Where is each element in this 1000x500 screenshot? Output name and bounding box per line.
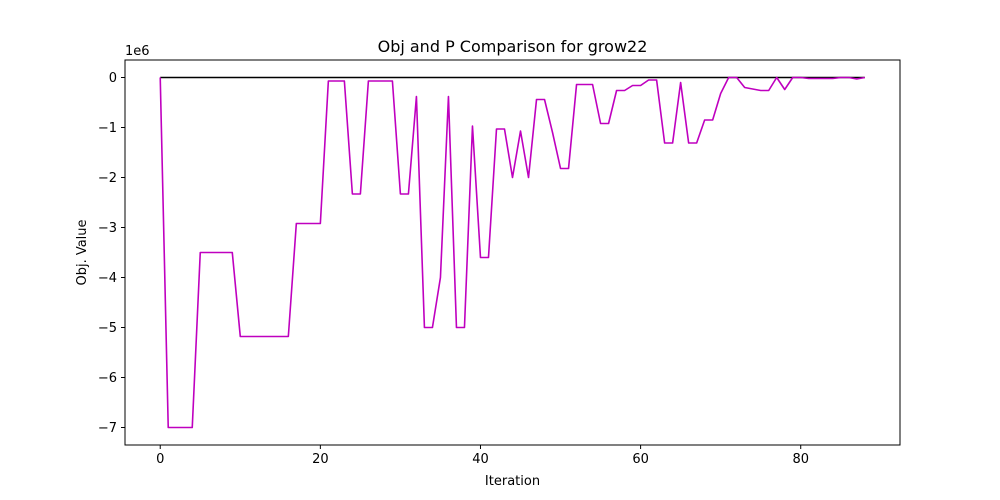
y-tick-label: 0 [109, 71, 117, 86]
x-axis-label: Iteration [485, 474, 540, 489]
x-tick-label: 20 [312, 452, 329, 467]
y-tick-label: −2 [98, 171, 117, 186]
x-tick-label: 80 [792, 452, 809, 467]
y-axis: 0 −1 −2 −3 −4 −5 −6 −7 [98, 71, 125, 436]
y-tick-label: −5 [98, 321, 117, 336]
x-tick-label: 0 [156, 452, 164, 467]
x-tick-label: 40 [472, 452, 489, 467]
x-axis: 0 20 40 60 80 [156, 445, 809, 467]
chart-title: Obj and P Comparison for grow22 [378, 37, 648, 56]
series-line-1 [159, 76, 865, 429]
y-tick-label: −1 [98, 121, 117, 136]
y-tick-label: −6 [98, 371, 117, 386]
y-tick-label: −4 [98, 271, 117, 286]
y-axis-label: Obj. Value [75, 219, 90, 285]
plot-area [159, 76, 865, 429]
y-offset-label: 1e6 [125, 44, 150, 59]
axes-frame [124, 59, 901, 446]
y-tick-label: −7 [98, 421, 117, 436]
y-tick-label: −3 [98, 221, 117, 236]
x-tick-label: 60 [632, 452, 649, 467]
